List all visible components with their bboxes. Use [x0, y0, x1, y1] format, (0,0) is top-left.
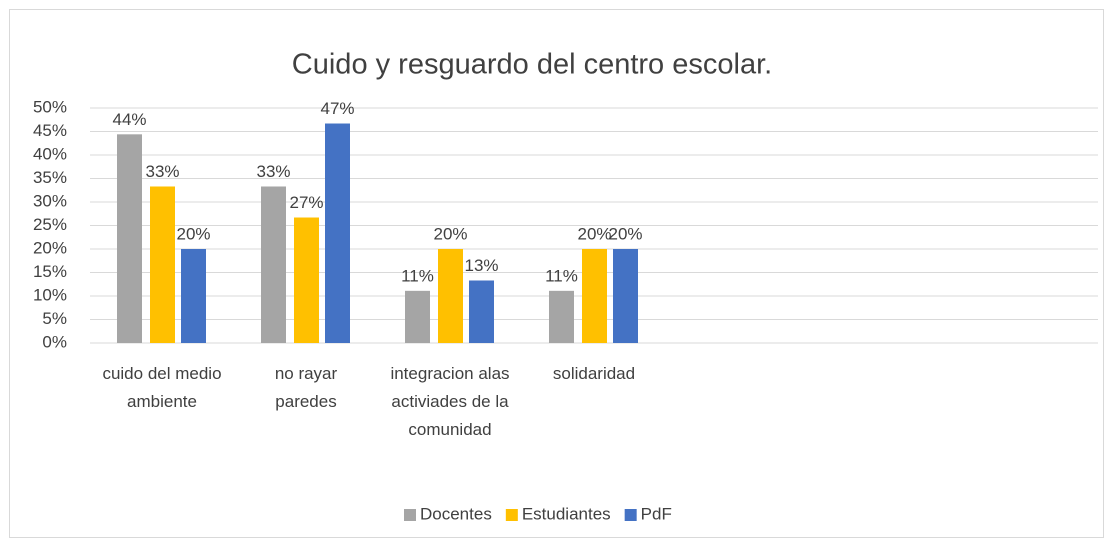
- y-tick-label: 30%: [33, 191, 67, 210]
- bar: [582, 249, 607, 343]
- bar: [325, 123, 350, 343]
- y-tick-label: 45%: [33, 121, 67, 140]
- data-label: 20%: [433, 224, 467, 243]
- x-tick-label: integracion alas activiades de la comunida…: [390, 364, 509, 439]
- legend-label: PdF: [641, 504, 672, 523]
- bar: [469, 280, 494, 343]
- data-label: 20%: [176, 224, 210, 243]
- y-tick-label: 25%: [33, 215, 67, 234]
- bar: [150, 186, 175, 343]
- legend-label: Docentes: [420, 504, 492, 523]
- bar: [181, 249, 206, 343]
- data-label: 11%: [401, 266, 434, 285]
- x-tick-label-line: ambiente: [127, 392, 197, 411]
- x-tick-label-line: comunidad: [408, 420, 491, 439]
- y-tick-label: 0%: [42, 332, 67, 351]
- data-label: 20%: [608, 224, 642, 243]
- y-tick-label: 10%: [33, 285, 67, 304]
- bar: [405, 290, 430, 343]
- x-tick-label-line: cuido del medio: [102, 364, 221, 383]
- y-tick-label: 5%: [42, 309, 67, 328]
- y-tick-label: 50%: [33, 97, 67, 116]
- data-label: 44%: [112, 110, 146, 129]
- bar: [294, 217, 319, 343]
- legend-label: Estudiantes: [522, 504, 611, 523]
- y-tick-label: 40%: [33, 144, 67, 163]
- y-tick-label: 35%: [33, 168, 67, 187]
- x-tick-label-line: activiades de la: [391, 392, 509, 411]
- x-tick-label-line: integracion alas: [390, 364, 509, 383]
- bar: [117, 134, 142, 343]
- legend-swatch: [404, 509, 416, 521]
- chart-title: Cuido y resguardo del centro escolar.: [292, 49, 772, 81]
- y-tick-label: 20%: [33, 238, 67, 257]
- data-label: 33%: [145, 162, 179, 181]
- x-tick-label-line: no rayar: [275, 364, 338, 383]
- data-label: 33%: [256, 162, 290, 181]
- x-tick-label: no rayar paredes: [275, 364, 338, 411]
- data-label: 47%: [320, 99, 354, 118]
- x-tick-label-line: paredes: [275, 392, 336, 411]
- bar: [549, 290, 574, 343]
- data-label: 11%: [545, 266, 578, 285]
- bar: [438, 249, 463, 343]
- data-label: 20%: [577, 224, 611, 243]
- bar: [261, 186, 286, 343]
- legend-swatch: [505, 509, 518, 521]
- data-label: 13%: [464, 256, 498, 275]
- bar: [613, 249, 638, 343]
- y-tick-label: 15%: [33, 262, 67, 281]
- x-tick-label-line: solidaridad: [553, 364, 635, 383]
- x-tick-label: cuido del medio ambiente: [102, 364, 221, 411]
- x-tick-label: solidaridad: [553, 364, 635, 383]
- legend-swatch: [624, 509, 637, 521]
- data-label: 27%: [289, 193, 323, 212]
